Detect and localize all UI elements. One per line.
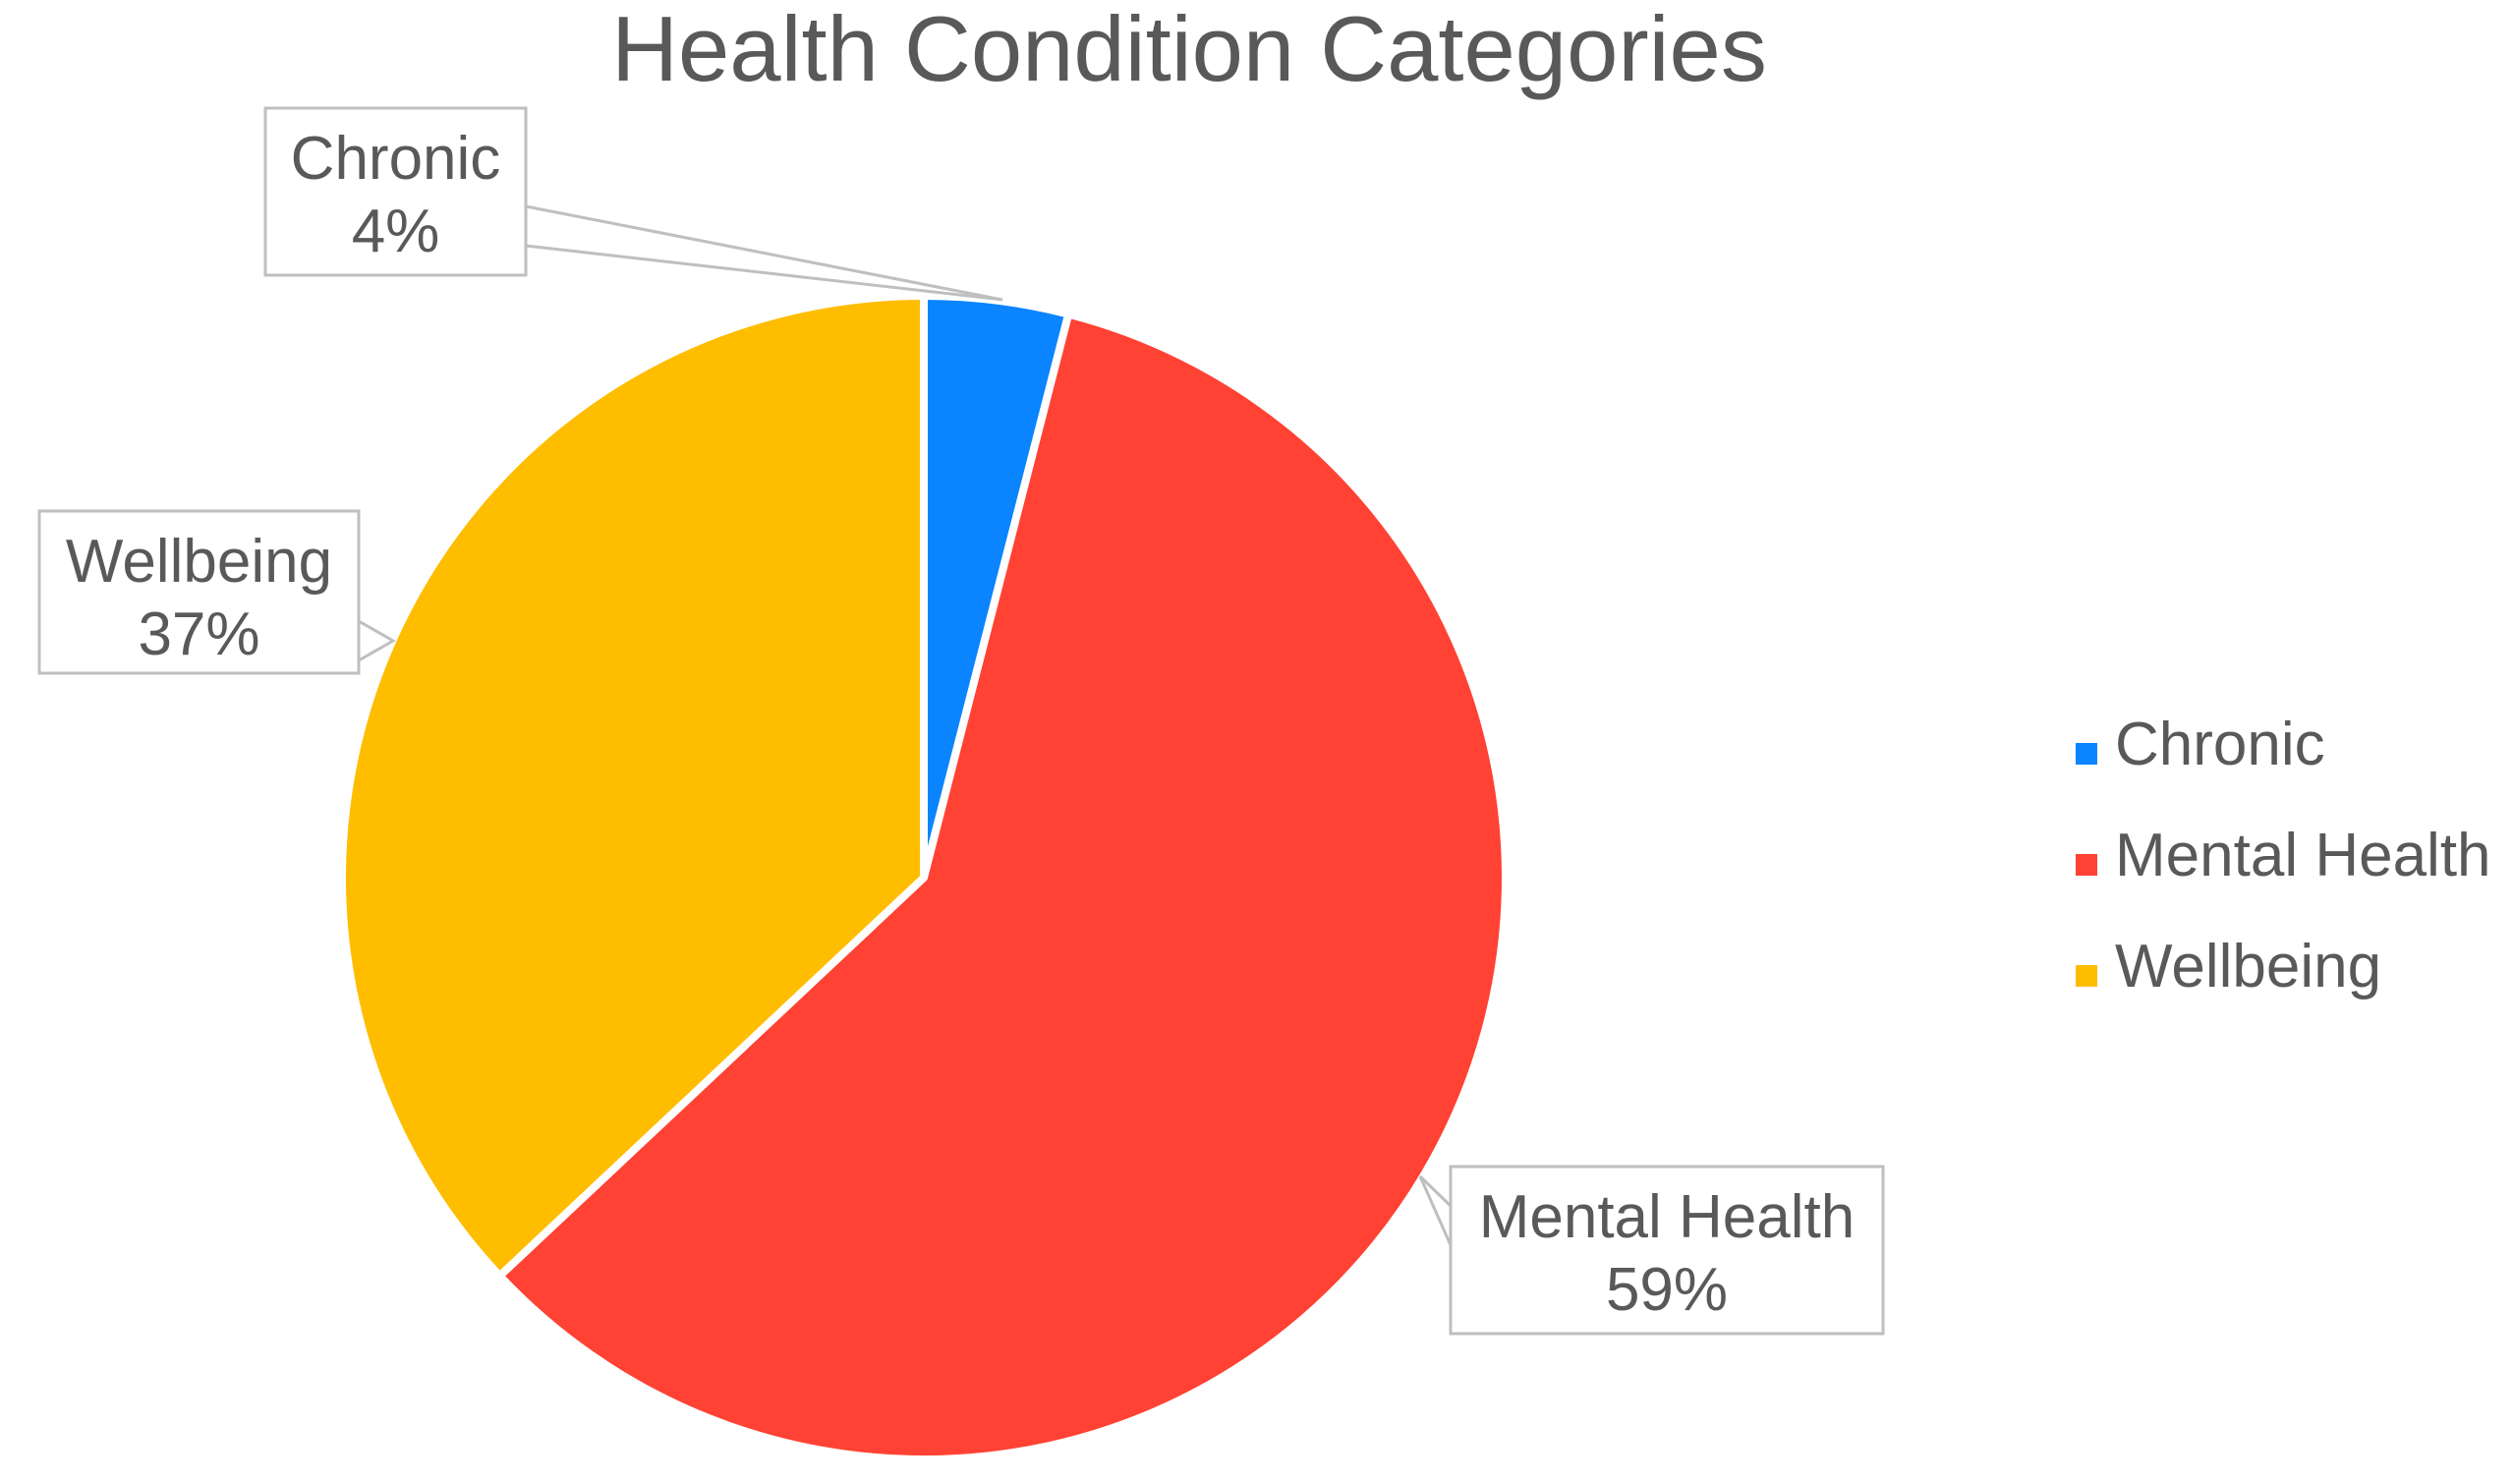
pie-slice-mental-health xyxy=(495,310,1510,1464)
pie-slices xyxy=(338,292,1510,1464)
legend-swatch xyxy=(2076,854,2097,876)
callout-box xyxy=(263,106,528,277)
data-label-percent: 4% xyxy=(352,198,440,265)
legend-item-mental-health: Mental Health xyxy=(2076,822,2491,889)
legend-item-chronic: Chronic xyxy=(2076,711,2325,778)
chart-title: Health Condition Categories xyxy=(611,0,1767,100)
data-label-category: Wellbeing xyxy=(66,528,332,596)
data-label-percent: 59% xyxy=(1606,1256,1728,1324)
data-label-category: Chronic xyxy=(291,125,501,193)
pie-slice-wellbeing xyxy=(338,292,928,1281)
callout-pointer xyxy=(1418,1174,1453,1246)
legend: Chronic Mental Health Wellbeing xyxy=(2076,711,2491,1000)
legend-swatch xyxy=(2076,743,2097,765)
legend-label: Chronic xyxy=(2115,711,2325,778)
data-label-percent: 37% xyxy=(138,600,259,668)
callout-pointer xyxy=(524,204,1003,302)
data-label-category: Mental Health xyxy=(1479,1183,1856,1251)
legend-item-wellbeing: Wellbeing xyxy=(2076,933,2381,1000)
callout-box xyxy=(37,509,361,675)
legend-swatch xyxy=(2076,965,2097,987)
legend-label: Wellbeing xyxy=(2115,933,2381,1000)
callout-box xyxy=(1449,1165,1885,1336)
legend-label: Mental Health xyxy=(2115,822,2491,889)
